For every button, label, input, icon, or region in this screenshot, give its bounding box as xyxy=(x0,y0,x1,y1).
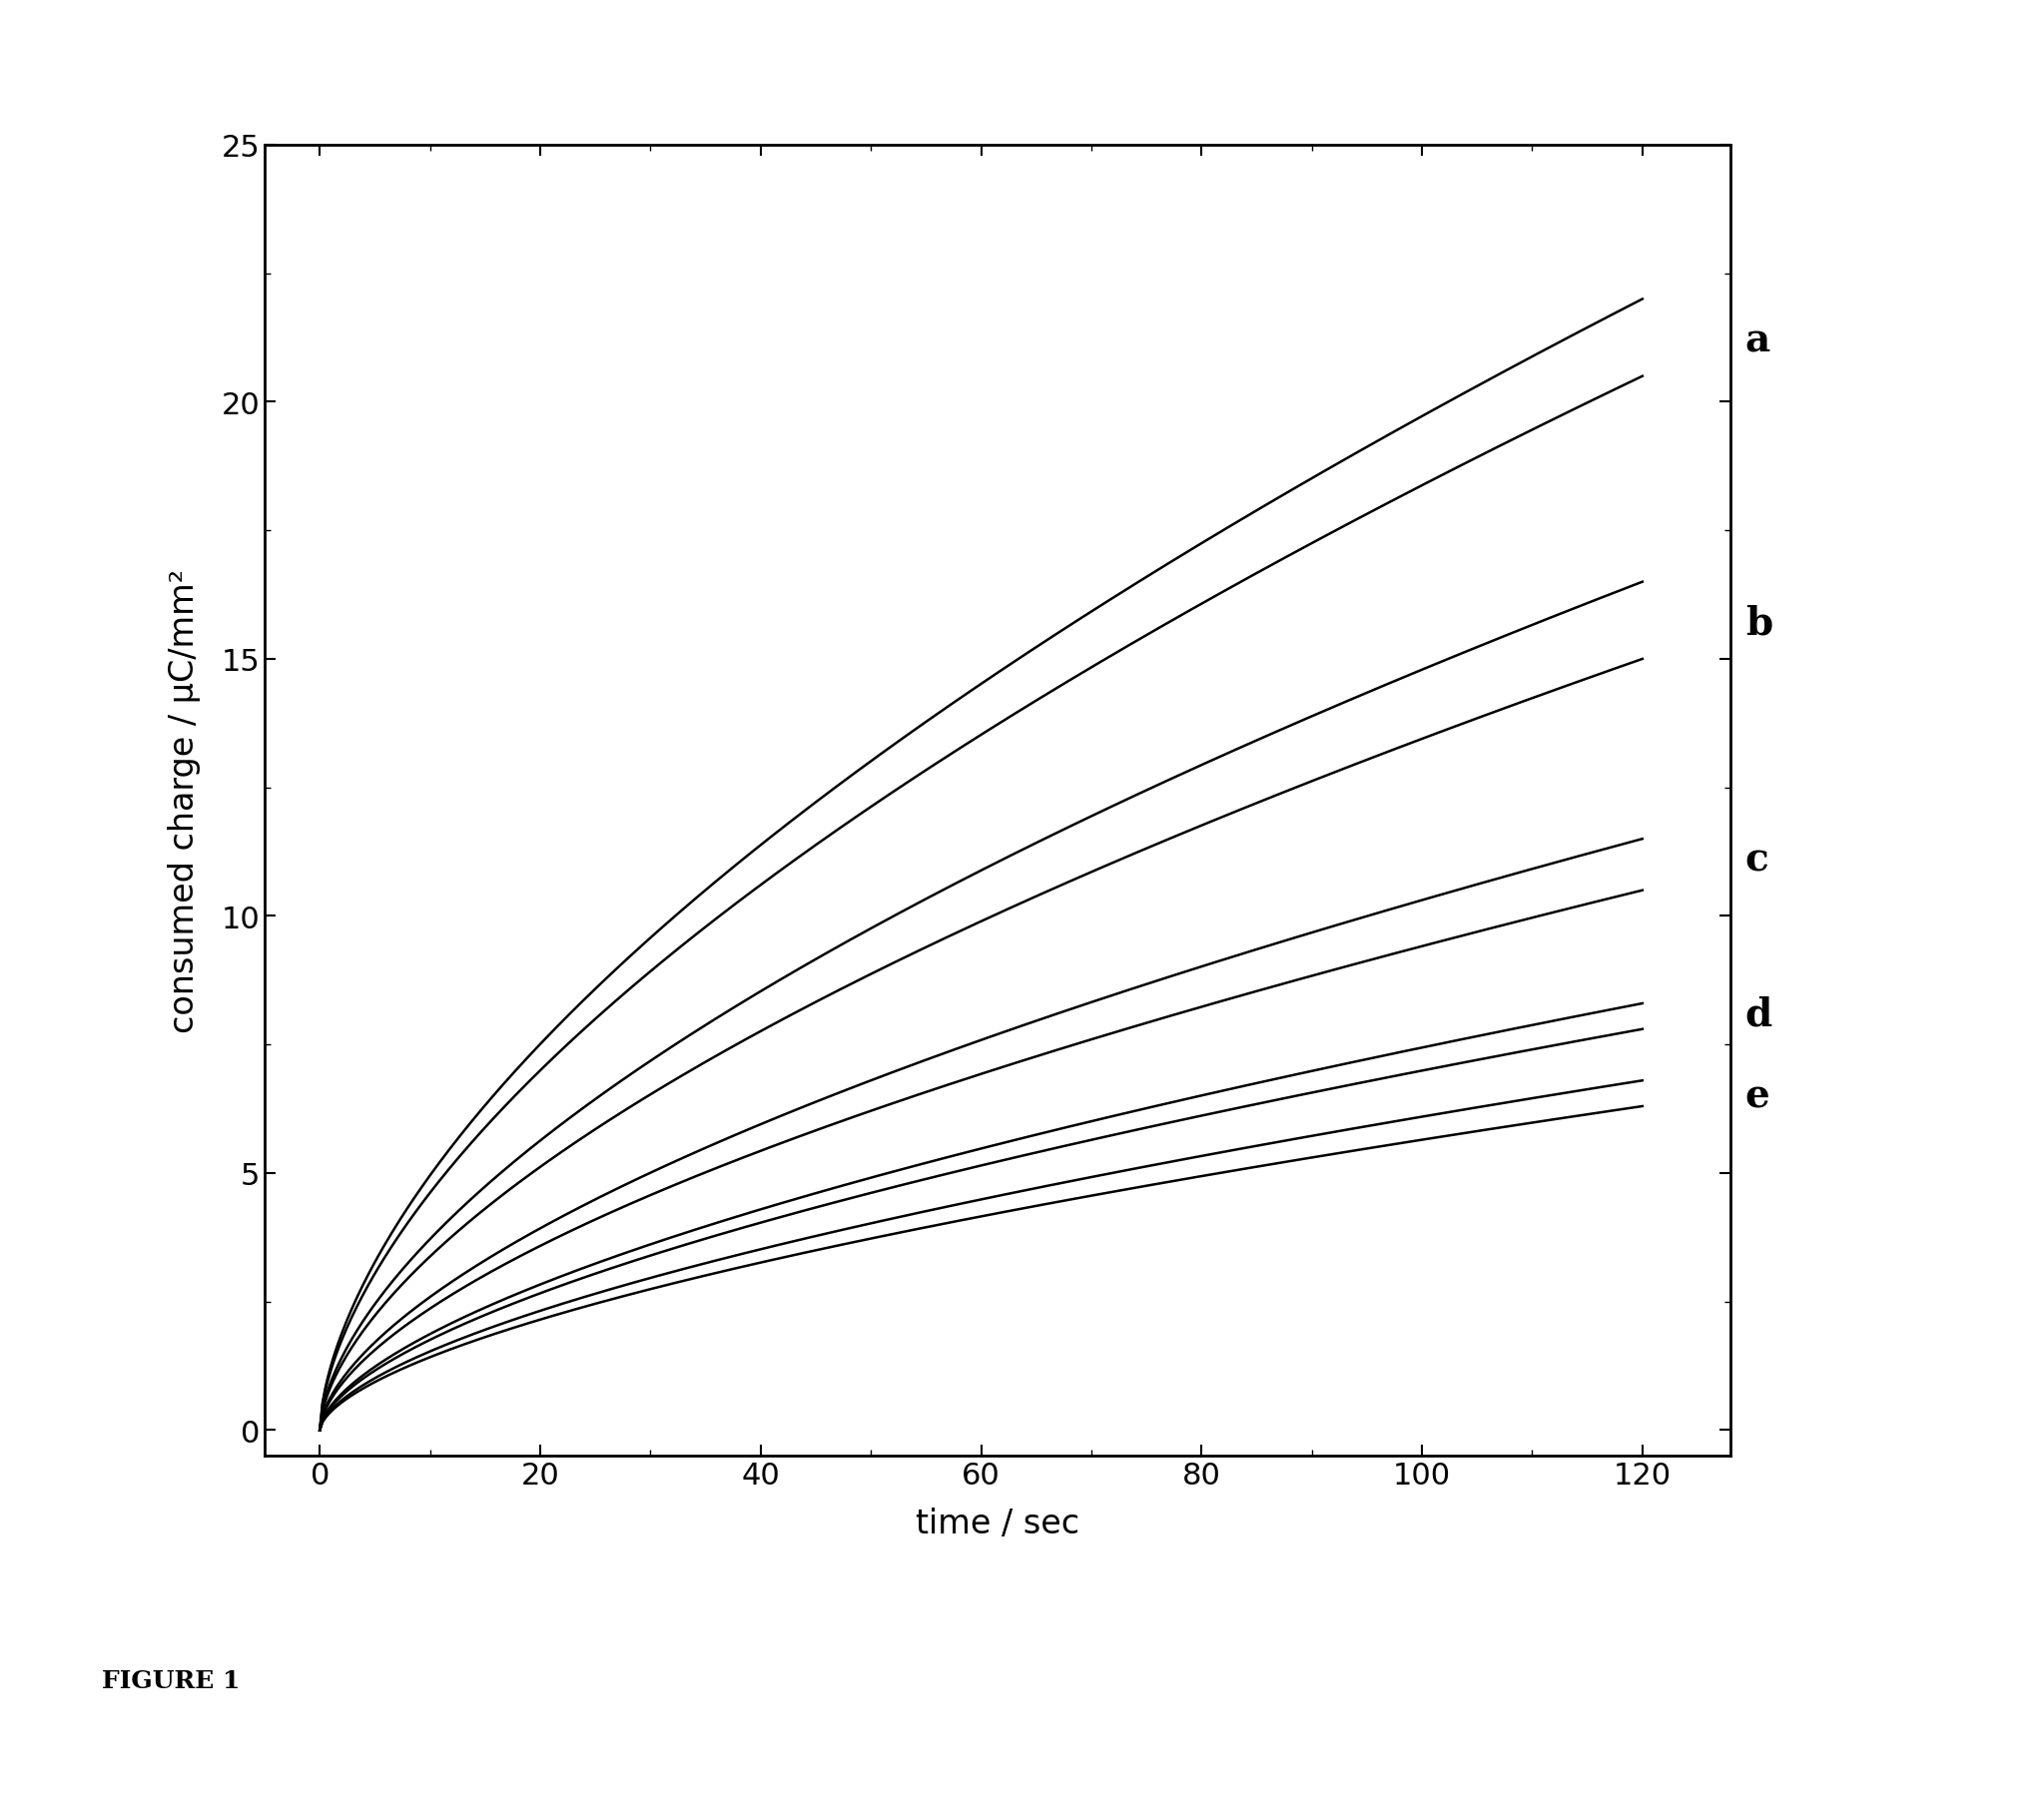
Text: d: d xyxy=(1745,996,1773,1034)
Y-axis label: consumed charge / μC/mm²: consumed charge / μC/mm² xyxy=(167,568,200,1034)
Text: e: e xyxy=(1745,1077,1769,1116)
Text: b: b xyxy=(1745,604,1773,642)
Text: c: c xyxy=(1745,841,1769,879)
Text: a: a xyxy=(1745,322,1771,360)
X-axis label: time / sec: time / sec xyxy=(916,1507,1079,1540)
Text: FIGURE 1: FIGURE 1 xyxy=(102,1669,240,1693)
